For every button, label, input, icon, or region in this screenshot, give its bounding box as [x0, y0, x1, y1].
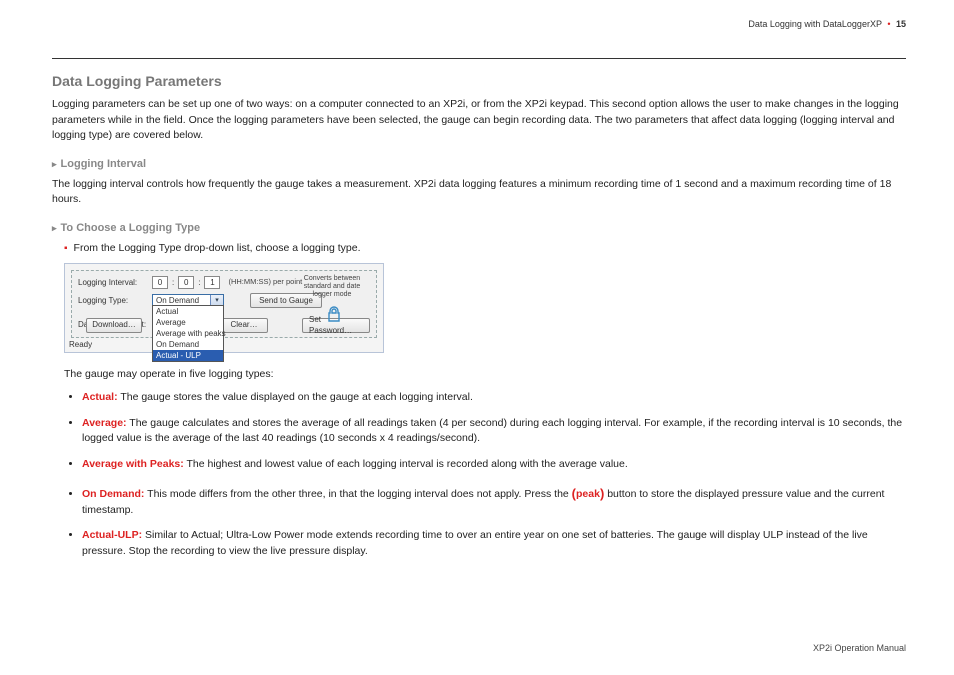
text-actual-ulp: Similar to Actual; Ultra-Low Power mode …: [82, 529, 868, 557]
subheading-logging-interval: Logging Interval: [52, 157, 906, 173]
dialog-inner: Logging Interval: 0 : 0 : 1 (HH:MM:SS) p…: [71, 270, 377, 338]
item-actual-ulp: Actual-ULP: Similar to Actual; Ultra-Low…: [82, 528, 906, 560]
paren-open: (: [572, 486, 576, 501]
text-average: The gauge calculates and stores the aver…: [82, 417, 902, 445]
clear-button[interactable]: Clear…: [220, 318, 268, 333]
top-rule: [52, 58, 906, 59]
term-actual: Actual:: [82, 391, 118, 403]
item-average: Average: The gauge calculates and stores…: [82, 416, 906, 448]
step-text: From the Logging Type drop-down list, ch…: [74, 242, 361, 254]
option-average-peaks[interactable]: Average with peaks: [153, 328, 223, 339]
colon: :: [198, 277, 200, 289]
dialog-screenshot: Logging Interval: 0 : 0 : 1 (HH:MM:SS) p…: [64, 263, 384, 353]
subheading-text: To Choose a Logging Type: [61, 222, 201, 234]
input-hours[interactable]: 0: [152, 276, 168, 289]
option-on-demand[interactable]: On Demand: [153, 339, 223, 350]
term-on-demand: On Demand:: [82, 488, 144, 500]
option-actual-ulp[interactable]: Actual - ULP: [153, 350, 223, 361]
dropdown-list[interactable]: Actual Average Average with peaks On Dem…: [152, 305, 224, 362]
header-page: 15: [896, 19, 906, 29]
term-actual-ulp: Actual-ULP:: [82, 529, 142, 541]
lock-icon: [326, 306, 342, 324]
item-average-peaks: Average with Peaks: The highest and lowe…: [82, 457, 906, 473]
header-separator: •: [887, 19, 890, 29]
step-line: From the Logging Type drop-down list, ch…: [64, 241, 906, 257]
section-title: Data Logging Parameters: [52, 71, 906, 91]
intro-paragraph: Logging parameters can be set up one of …: [52, 97, 906, 143]
logging-interval-text: The logging interval controls how freque…: [52, 177, 906, 207]
option-average[interactable]: Average: [153, 317, 223, 328]
text-average-peaks: The highest and lowest value of each log…: [184, 458, 628, 470]
colon: :: [172, 277, 174, 289]
peak-button-label: peak: [576, 488, 600, 500]
option-actual[interactable]: Actual: [153, 306, 223, 317]
triangle-icon: [52, 158, 61, 170]
subheading-text: Logging Interval: [61, 158, 147, 170]
subheading-logging-type: To Choose a Logging Type: [52, 221, 906, 237]
item-on-demand: On Demand: This mode differs from the ot…: [82, 483, 906, 519]
triangle-icon: [52, 222, 61, 234]
text-actual: The gauge stores the value displayed on …: [118, 391, 473, 403]
types-lead: The gauge may operate in five logging ty…: [64, 367, 906, 382]
status-bar: Ready: [69, 339, 92, 351]
label-interval: Logging Interval:: [78, 277, 148, 289]
input-seconds[interactable]: 1: [204, 276, 220, 289]
mode-note: Converts between standard and date logge…: [296, 275, 368, 299]
input-minutes[interactable]: 0: [178, 276, 194, 289]
format-label: (HH:MM:SS) per point: [228, 277, 302, 288]
bullet-icon: [64, 242, 74, 254]
paren-close: ): [600, 486, 604, 501]
text-on-demand-pre: This mode differs from the other three, …: [144, 488, 571, 500]
term-average: Average:: [82, 417, 127, 429]
label-type: Logging Type:: [78, 295, 148, 307]
download-button[interactable]: Download…: [86, 318, 142, 333]
footer-text: XP2i Operation Manual: [813, 642, 906, 655]
term-average-peaks: Average with Peaks:: [82, 458, 184, 470]
item-actual: Actual: The gauge stores the value displ…: [82, 390, 906, 406]
page-header: Data Logging with DataLoggerXP • 15: [748, 18, 906, 31]
logging-types-list: Actual: The gauge stores the value displ…: [82, 390, 906, 560]
header-doc: Data Logging with DataLoggerXP: [748, 19, 881, 29]
